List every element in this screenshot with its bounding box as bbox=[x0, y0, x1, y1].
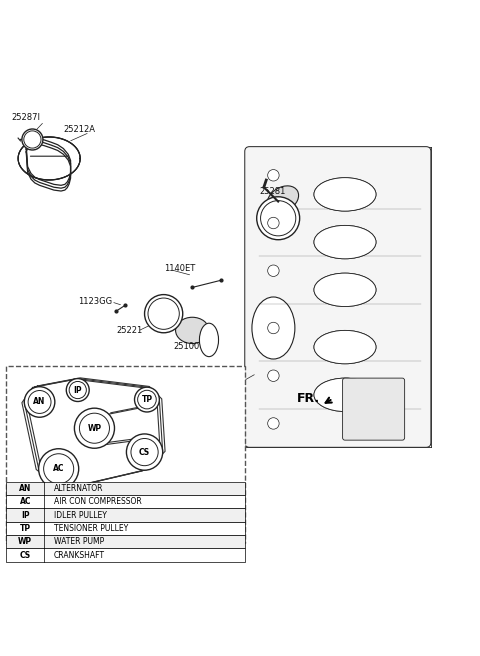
Ellipse shape bbox=[314, 378, 376, 411]
Text: WATER PUMP: WATER PUMP bbox=[54, 537, 104, 546]
Text: 25100: 25100 bbox=[173, 342, 199, 352]
Circle shape bbox=[257, 197, 300, 239]
Text: AC: AC bbox=[20, 497, 31, 506]
Text: 25281: 25281 bbox=[259, 188, 286, 196]
Text: AN: AN bbox=[34, 398, 46, 407]
Text: CS: CS bbox=[139, 447, 150, 457]
Circle shape bbox=[131, 438, 158, 466]
Text: AN: AN bbox=[19, 484, 31, 493]
Circle shape bbox=[134, 387, 159, 412]
Text: CRANKSHAFT: CRANKSHAFT bbox=[54, 550, 105, 560]
Text: 25221: 25221 bbox=[116, 326, 142, 335]
Text: 1123GG: 1123GG bbox=[78, 297, 112, 306]
Text: IP: IP bbox=[21, 510, 30, 520]
FancyBboxPatch shape bbox=[6, 482, 245, 495]
Text: ALTERNATOR: ALTERNATOR bbox=[54, 484, 103, 493]
Circle shape bbox=[268, 418, 279, 429]
Text: FR.: FR. bbox=[297, 392, 320, 405]
Circle shape bbox=[126, 434, 163, 470]
Circle shape bbox=[38, 449, 79, 489]
Circle shape bbox=[148, 298, 180, 329]
Text: 25287I: 25287I bbox=[11, 113, 40, 123]
Text: IDLER PULLEY: IDLER PULLEY bbox=[54, 510, 107, 520]
Circle shape bbox=[144, 295, 183, 333]
Circle shape bbox=[261, 201, 296, 236]
Text: AIR CON COMPRESSOR: AIR CON COMPRESSOR bbox=[54, 497, 142, 506]
Circle shape bbox=[24, 131, 41, 148]
Circle shape bbox=[22, 129, 43, 150]
FancyBboxPatch shape bbox=[6, 535, 245, 548]
Ellipse shape bbox=[176, 318, 209, 344]
Text: AC: AC bbox=[53, 464, 64, 473]
Text: TP: TP bbox=[20, 524, 31, 533]
Circle shape bbox=[268, 217, 279, 229]
Ellipse shape bbox=[314, 226, 376, 259]
Ellipse shape bbox=[314, 378, 376, 411]
Text: 25212A: 25212A bbox=[63, 125, 96, 134]
Ellipse shape bbox=[314, 226, 376, 259]
Circle shape bbox=[79, 413, 109, 443]
Circle shape bbox=[268, 322, 279, 334]
Ellipse shape bbox=[314, 178, 376, 211]
Text: CS: CS bbox=[20, 550, 31, 560]
Circle shape bbox=[66, 379, 89, 401]
Circle shape bbox=[28, 390, 51, 413]
FancyBboxPatch shape bbox=[6, 548, 245, 562]
Ellipse shape bbox=[314, 178, 376, 211]
Circle shape bbox=[69, 381, 86, 399]
Circle shape bbox=[268, 370, 279, 381]
Text: WP: WP bbox=[87, 424, 101, 433]
Ellipse shape bbox=[252, 297, 295, 359]
FancyBboxPatch shape bbox=[6, 495, 245, 508]
FancyBboxPatch shape bbox=[6, 508, 245, 522]
Circle shape bbox=[44, 454, 74, 484]
Ellipse shape bbox=[314, 331, 376, 364]
Text: TENSIONER PULLEY: TENSIONER PULLEY bbox=[54, 524, 128, 533]
FancyBboxPatch shape bbox=[245, 147, 431, 447]
FancyBboxPatch shape bbox=[6, 366, 245, 543]
Circle shape bbox=[74, 408, 115, 448]
Ellipse shape bbox=[314, 331, 376, 364]
Ellipse shape bbox=[199, 323, 218, 357]
Text: 25124: 25124 bbox=[216, 376, 242, 385]
Circle shape bbox=[138, 390, 156, 409]
Ellipse shape bbox=[267, 186, 299, 213]
Ellipse shape bbox=[314, 273, 376, 306]
FancyBboxPatch shape bbox=[6, 522, 245, 535]
Circle shape bbox=[268, 265, 279, 276]
FancyBboxPatch shape bbox=[343, 378, 405, 440]
Circle shape bbox=[24, 386, 55, 417]
Ellipse shape bbox=[314, 273, 376, 306]
Text: IP: IP bbox=[73, 386, 82, 394]
Circle shape bbox=[268, 169, 279, 181]
Text: WP: WP bbox=[18, 537, 32, 546]
Text: 1140ET: 1140ET bbox=[164, 264, 195, 273]
Text: TP: TP bbox=[142, 395, 153, 404]
